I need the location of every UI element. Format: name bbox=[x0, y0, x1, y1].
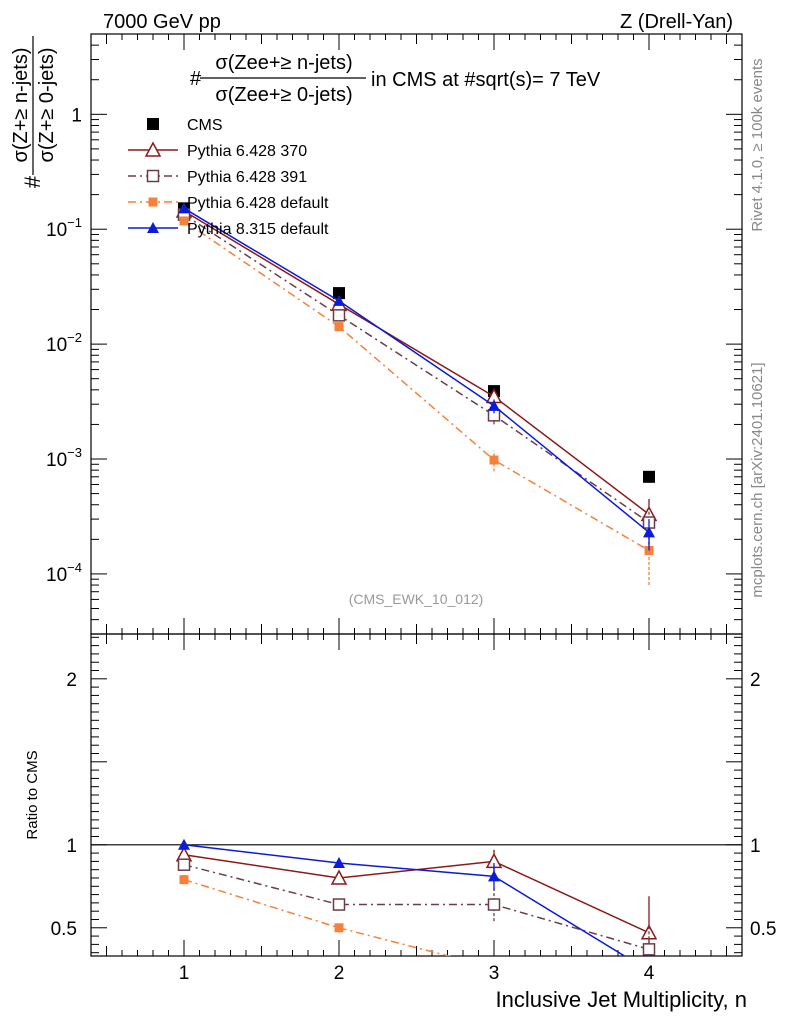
title-denominator: σ(Zee+≥ 0-jets) bbox=[215, 84, 352, 106]
main-series-pythia-6-428-default bbox=[179, 216, 654, 586]
ytick-label: 10−4 bbox=[46, 560, 82, 586]
ratio-point bbox=[179, 875, 189, 885]
legend-entry-cms: CMS bbox=[147, 117, 223, 134]
main-point bbox=[489, 455, 499, 465]
ratio-ytick-label-right: 0.5 bbox=[750, 919, 776, 940]
analysis-id: (CMS_EWK_10_012) bbox=[349, 591, 484, 607]
main-series-cms bbox=[178, 202, 655, 483]
legend-label: Pythia 6.428 370 bbox=[187, 143, 307, 160]
main-ylabel: # σ(Z+≥ n-jets) σ(Z+≥ 0-jets) bbox=[10, 36, 58, 188]
xlabel: Inclusive Jet Multiplicity, n bbox=[496, 987, 747, 1012]
legend-marker bbox=[146, 169, 160, 183]
legend-marker bbox=[147, 118, 159, 130]
title-hash: # bbox=[190, 68, 202, 90]
ratio-point bbox=[330, 869, 348, 885]
main-point bbox=[643, 526, 655, 538]
ratio-line-pythia-6-428-default bbox=[183, 878, 452, 956]
ratio-line-pythia-6-428-391 bbox=[183, 863, 650, 951]
ratio-point bbox=[333, 857, 345, 869]
ratio-point bbox=[488, 870, 500, 882]
plot-title: # σ(Zee+≥ n-jets) σ(Zee+≥ 0-jets) in CMS… bbox=[190, 52, 601, 106]
ratio-series-pythia-8-315-default bbox=[178, 838, 650, 956]
ratio-line-pythia-8-315-default bbox=[183, 844, 626, 956]
ytick-label: 10−3 bbox=[46, 445, 82, 471]
ratio-point bbox=[334, 923, 344, 933]
ratio-ytick-label-left: 0.5 bbox=[51, 919, 77, 940]
xtick-label: 4 bbox=[644, 963, 655, 984]
xtick-labels: 1 2 3 4 bbox=[179, 963, 655, 984]
axis-ticks bbox=[91, 33, 742, 956]
main-point bbox=[333, 294, 345, 306]
main-point bbox=[332, 309, 346, 322]
ratio-ytick-labels: 0.5 0.5 1 1 2 2 bbox=[51, 670, 777, 940]
rivet-version-label: Rivet 4.1.0, ≥ 100k events bbox=[749, 58, 766, 231]
main-series-pythia-6-428-391 bbox=[177, 208, 656, 545]
main-point bbox=[643, 470, 655, 483]
ylabel-numerator: σ(Z+≥ n-jets) bbox=[10, 48, 32, 163]
title-numerator: σ(Zee+≥ n-jets) bbox=[215, 52, 352, 74]
ratio-line-pythia-6-428-370 bbox=[183, 854, 650, 934]
legend-entry-pythia-8-315-default: Pythia 8.315 default bbox=[128, 221, 329, 238]
main-point bbox=[333, 287, 345, 300]
legend-entry-pythia-6-428-default: Pythia 6.428 default bbox=[128, 195, 329, 212]
legend-marker bbox=[148, 197, 158, 207]
legend-label: Pythia 8.315 default bbox=[187, 221, 329, 238]
ratio-ytick-label-right: 1 bbox=[750, 836, 761, 857]
ylabel-hash: # bbox=[20, 175, 45, 188]
ratio-ylabel: Ratio to CMS bbox=[24, 750, 41, 839]
main-line-pythia-6-428-default bbox=[183, 220, 650, 552]
xtick-label: 3 bbox=[489, 963, 500, 984]
legend-label: Pythia 6.428 391 bbox=[187, 169, 307, 186]
legend-label: Pythia 6.428 default bbox=[187, 195, 329, 212]
process-label: Z (Drell-Yan) bbox=[620, 11, 733, 33]
ratio-point bbox=[487, 898, 501, 911]
ratio-frame bbox=[90, 633, 743, 957]
main-point bbox=[178, 202, 190, 214]
ratio-point bbox=[177, 858, 191, 871]
ratio-ytick-label-right: 2 bbox=[750, 670, 761, 691]
main-series-pythia-8-315-default bbox=[178, 202, 655, 551]
energy-label: 7000 GeV pp bbox=[103, 11, 221, 33]
xtick-label: 1 bbox=[179, 963, 190, 984]
ytick-label: 10−1 bbox=[46, 215, 82, 241]
ylabel-denominator: σ(Z+≥ 0-jets) bbox=[36, 48, 58, 163]
main-series-pythia-6-428-370 bbox=[175, 202, 658, 537]
legend-entry-pythia-6-428-370: Pythia 6.428 370 bbox=[128, 141, 307, 160]
ytick-label: 10−2 bbox=[46, 330, 82, 356]
legend-marker bbox=[144, 141, 162, 157]
ytick-label: 1 bbox=[71, 105, 82, 126]
main-ytick-labels: 10−4 10−3 10−2 10−1 1 bbox=[46, 105, 82, 586]
ratio-series-pythia-6-428-default bbox=[179, 875, 650, 956]
ratio-ytick-label-left: 1 bbox=[66, 836, 77, 857]
ratio-point bbox=[642, 943, 656, 956]
legend: CMS Pythia 6.428 370 Pythia 6.428 391 Pythi… bbox=[128, 117, 329, 238]
ratio-point bbox=[332, 898, 346, 911]
main-line-pythia-6-428-370 bbox=[183, 210, 650, 515]
title-suffix: in CMS at #sqrt(s)= 7 TeV bbox=[371, 69, 601, 91]
ratio-ytick-label-left: 2 bbox=[66, 670, 77, 691]
legend-entry-pythia-6-428-391: Pythia 6.428 391 bbox=[128, 169, 307, 186]
main-point bbox=[179, 216, 189, 226]
ratio-series-pythia-6-428-391 bbox=[177, 858, 656, 956]
legend-label: CMS bbox=[187, 117, 223, 134]
main-series bbox=[175, 202, 658, 586]
legend-marker bbox=[147, 222, 159, 233]
main-line-pythia-8-315-default bbox=[183, 207, 650, 533]
main-point bbox=[334, 322, 344, 332]
ratio-point bbox=[178, 838, 190, 850]
mcplots-label: mcplots.cern.ch [arXiv:2401.10621] bbox=[749, 362, 766, 597]
main-point bbox=[488, 399, 500, 411]
xtick-label: 2 bbox=[334, 963, 345, 984]
ratio-series bbox=[175, 838, 658, 956]
